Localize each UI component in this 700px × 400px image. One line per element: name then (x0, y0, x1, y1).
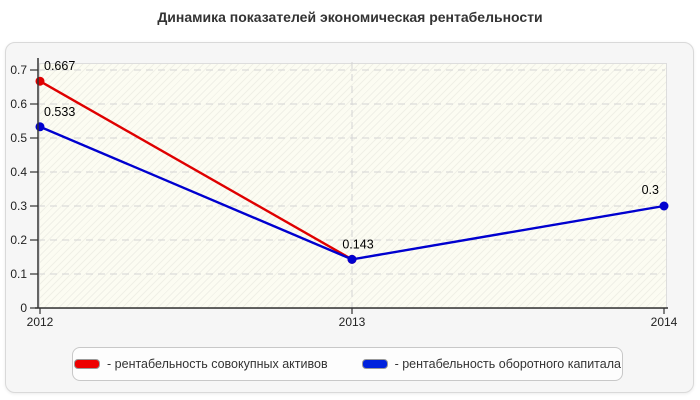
legend-box: - рентабельность совокупных активов - ре… (72, 347, 623, 381)
plot-area-background (39, 63, 667, 309)
legend-item-working-capital: - рентабельность оборотного капитала (361, 357, 621, 371)
legend-swatch-red (74, 359, 101, 369)
legend-swatch-blue (361, 359, 388, 369)
chart-panel (5, 42, 694, 393)
legend-item-total-assets: - рентабельность совокупных активов (74, 357, 328, 371)
page-title: Динамика показателей экономическая рента… (157, 9, 543, 25)
legend-label: - рентабельность оборотного капитала (394, 357, 621, 371)
legend-label: - рентабельность совокупных активов (107, 357, 328, 371)
